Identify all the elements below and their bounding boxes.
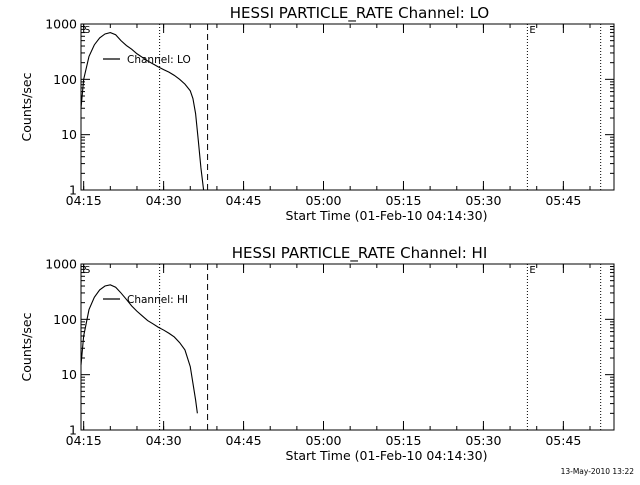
- x-tick-label: 05:45: [545, 433, 581, 448]
- series-line: [80, 31, 205, 191]
- x-tick-label: 04:30: [146, 193, 182, 208]
- marker-label: E: [529, 25, 535, 36]
- y-axis-label: Counts/sec: [19, 72, 34, 141]
- legend-label: Channel: LO: [127, 54, 191, 66]
- x-tick-label: 05:30: [465, 193, 501, 208]
- x-tick-label: 05:15: [385, 193, 421, 208]
- x-tick-label: 04:15: [66, 193, 102, 208]
- x-tick-label: 04:30: [146, 433, 182, 448]
- plot-frame: [80, 23, 615, 191]
- x-tick-label: 05:45: [545, 193, 581, 208]
- x-tick-label: 05:00: [305, 433, 341, 448]
- series-line: [80, 284, 198, 414]
- x-tick-label: 05:15: [385, 433, 421, 448]
- plot-frame: [80, 263, 615, 431]
- y-tick-label: 100: [53, 72, 77, 87]
- marker-label: E: [529, 265, 535, 276]
- timestamp-label: 13-May-2010 13:22: [561, 467, 635, 476]
- chart-title: HESSI PARTICLE_RATE Channel: HI: [232, 244, 488, 263]
- x-axis-label: Start Time (01-Feb-10 04:14:30): [286, 448, 488, 463]
- marker-label: S: [84, 25, 90, 36]
- y-tick-label: 1: [69, 423, 77, 438]
- y-tick-label: 10: [61, 367, 77, 382]
- y-tick-label: 1000: [45, 17, 77, 32]
- x-tick-label: 05:00: [305, 193, 341, 208]
- y-tick-label: 100: [53, 312, 77, 327]
- y-tick-label: 10: [61, 127, 77, 142]
- x-tick-label: 04:15: [66, 433, 102, 448]
- y-tick-label: 1: [69, 183, 77, 198]
- legend-label: Channel: HI: [127, 294, 188, 306]
- marker-label: S: [84, 265, 90, 276]
- y-tick-label: 1000: [45, 257, 77, 272]
- x-tick-label: 04:45: [226, 433, 262, 448]
- y-axis-label: Counts/sec: [19, 312, 34, 381]
- x-tick-label: 04:45: [226, 193, 262, 208]
- x-tick-label: 05:30: [465, 433, 501, 448]
- x-axis-label: Start Time (01-Feb-10 04:14:30): [286, 208, 488, 223]
- chart-title: HESSI PARTICLE_RATE Channel: LO: [230, 4, 489, 23]
